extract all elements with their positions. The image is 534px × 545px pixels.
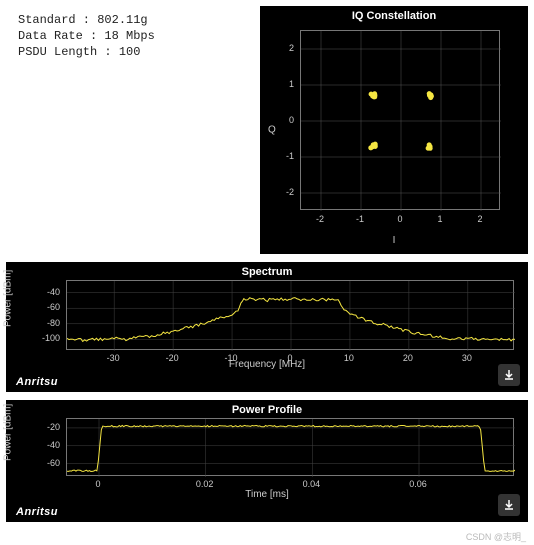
- info-psdu: PSDU Length : 100: [18, 44, 242, 60]
- iq-plot: [300, 30, 500, 210]
- power-xlabel: Time [ms]: [245, 489, 289, 500]
- brand-label: Anritsu: [16, 376, 58, 388]
- iq-panel: IQ Constellation I Q -2-1012-2-1012: [260, 6, 528, 254]
- power-panel: Power Profile Time [ms] Power [dBm] Anri…: [6, 400, 528, 522]
- power-title: Power Profile: [6, 400, 528, 416]
- spectrum-panel: Spectrum Frequency [MHz] Power [dBm] Anr…: [6, 262, 528, 392]
- iq-ylabel: Q: [268, 125, 276, 136]
- spectrum-ylabel: Power [dBm]: [3, 270, 14, 327]
- info-data-rate: Data Rate : 18 Mbps: [18, 28, 242, 44]
- spectrum-plot: [66, 280, 514, 350]
- download-button[interactable]: [498, 364, 520, 386]
- watermark: CSDN @志明_: [466, 530, 526, 543]
- power-ylabel: Power [dBm]: [3, 404, 14, 461]
- iq-title: IQ Constellation: [260, 6, 528, 22]
- root: Standard : 802.11g Data Rate : 18 Mbps P…: [0, 0, 534, 545]
- spectrum-xlabel: Frequency [MHz]: [229, 359, 305, 370]
- spectrum-title: Spectrum: [6, 262, 528, 278]
- info-standard: Standard : 802.11g: [18, 12, 242, 28]
- brand-label: Anritsu: [16, 506, 58, 518]
- iq-xlabel: I: [393, 235, 396, 246]
- power-plot: [66, 418, 514, 476]
- download-icon: [503, 499, 515, 511]
- top-row: Standard : 802.11g Data Rate : 18 Mbps P…: [6, 6, 528, 254]
- download-icon: [503, 369, 515, 381]
- info-block: Standard : 802.11g Data Rate : 18 Mbps P…: [6, 6, 254, 254]
- download-button[interactable]: [498, 494, 520, 516]
